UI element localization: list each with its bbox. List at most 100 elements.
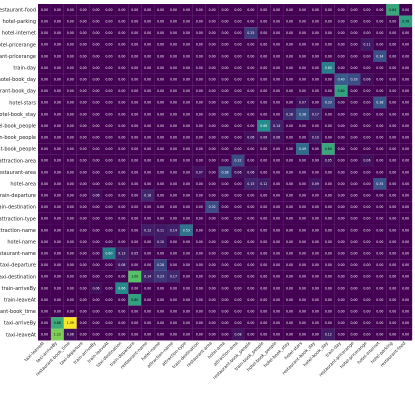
cell-value-label: 0.40 [338,78,345,82]
cell-value-label: 0.00 [183,66,190,70]
cell-value-label: 0.00 [209,240,216,244]
cell-value-label: 0.00 [183,310,190,314]
heatmap-cell [347,247,361,260]
cell-value-label: 0.00 [221,101,228,105]
heatmap-cell [115,120,129,132]
heatmap-cell [179,120,193,132]
cell-value-label: 0.00 [247,252,254,256]
heatmap-cell [128,62,142,74]
heatmap-cell [128,294,142,306]
cell-value-label: 0.00 [273,333,280,337]
heatmap-cell [321,224,335,237]
cell-value-label: 0.00 [67,8,74,12]
cell-value-label: 0.00 [234,101,241,105]
heatmap-cell [50,154,64,167]
heatmap-cell [231,247,245,260]
heatmap-cell [386,247,400,260]
cell-value-label: 0.00 [209,89,216,93]
heatmap-cell [283,120,297,132]
heatmap-cell [167,224,180,237]
heatmap-cell [360,270,374,283]
heatmap-cell [205,317,219,329]
cell-value-label: 0.00 [221,8,228,12]
cell-value-label: 0.08 [118,263,125,267]
cell-value-label: 0.00 [260,252,267,256]
heatmap-cell [373,62,387,74]
cell-value-label: 0.00 [196,228,203,232]
heatmap-cell [399,201,413,213]
cell-value-label: 0.00 [41,136,48,140]
heatmap-cell [308,305,322,318]
cell-value-label: 0.00 [338,147,345,151]
cell-value-label: 0.00 [286,310,293,314]
heatmap-cell [283,224,297,237]
cell-value-label: 0.00 [363,310,370,314]
y-tick-label: hotel-name [7,240,36,246]
heatmap-cell [76,201,90,213]
heatmap-cell [308,38,322,51]
cell-value-label: 0.00 [196,8,203,12]
heatmap-cell [179,50,193,63]
cell-value-label: 0.00 [118,205,125,209]
cell-value-label: 0.00 [157,54,164,58]
cell-value-label: 0.00 [338,321,345,325]
cell-value-label: 0.00 [363,54,370,58]
cell-value-label: 0.00 [209,101,216,105]
cell-value-label: 0.00 [67,240,74,244]
heatmap-cell [334,96,348,109]
heatmap-cell [283,189,297,202]
heatmap-cell [231,317,245,329]
heatmap-cell [244,259,258,271]
cell-value-label: 0.00 [402,43,409,47]
heatmap-cell [283,108,297,121]
heatmap-cell [128,178,142,190]
cell-value-label: 0.00 [41,286,48,290]
heatmap-cell [270,108,284,121]
cell-value-label: 0.00 [299,89,306,93]
cell-value-label: 0.00 [41,147,48,151]
cell-value-label: 0.00 [80,240,87,244]
heatmap-cell [50,4,64,16]
cell-value-label: 0.00 [350,101,357,105]
heatmap-cell [360,85,374,97]
cell-value-label: 0.00 [247,147,254,151]
cell-value-label: 0.06 [92,194,99,198]
heatmap-cell [141,259,155,271]
heatmap-cell [270,282,284,295]
heatmap-cell [347,282,361,295]
heatmap-cell [128,154,142,167]
heatmap-cell [257,166,271,179]
heatmap-cell [257,212,271,225]
cell-value-label: 0.00 [131,31,138,35]
heatmap-cell [373,96,387,109]
cell-value-label: 0.00 [389,136,396,140]
heatmap-cell [308,85,322,97]
heatmap-cell [102,4,116,16]
cell-value-label: 0.00 [170,124,177,128]
cell-value-label: 0.07 [299,101,306,105]
heatmap-cell [89,108,103,121]
cell-value-label: 0.00 [67,31,74,35]
heatmap-cell [218,27,232,39]
heatmap-cell [167,328,180,341]
heatmap-cell [192,50,206,63]
cell-value-label: 0.00 [196,240,203,244]
heatmap-cell [373,282,387,295]
cell-value-label: 0.00 [312,228,319,232]
cell-value-label: 0.00 [247,240,254,244]
heatmap-cell [296,108,309,121]
heatmap-cell [257,120,271,132]
cell-value-label: 0.00 [80,31,87,35]
cell-value-label: 0.00 [183,20,190,24]
cell-value-label: 0.00 [221,194,228,198]
cell-value-label: 0.00 [118,333,125,337]
heatmap-cell [334,50,348,63]
heatmap-cell [334,270,348,283]
heatmap-cell [373,73,387,86]
cell-value-label: 0.00 [389,124,396,128]
heatmap-cell [89,294,103,306]
cell-value-label: 0.00 [325,310,332,314]
cell-value-label: 0.00 [105,54,112,58]
heatmap-cell [76,189,90,202]
heatmap-cell [283,282,297,295]
